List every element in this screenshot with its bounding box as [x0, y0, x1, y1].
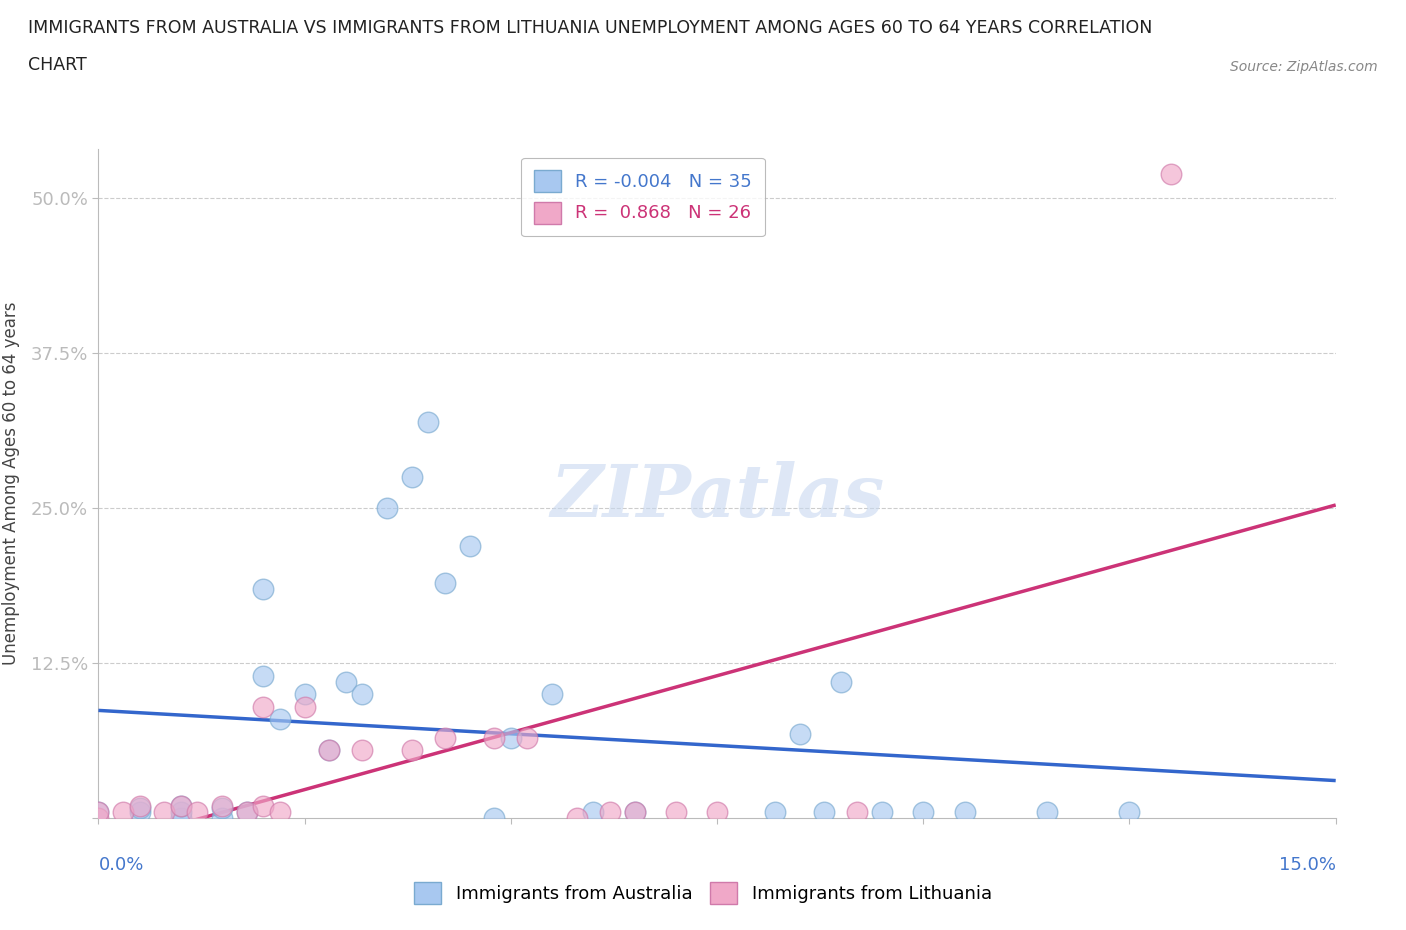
- Point: [1036, 804, 1059, 819]
- Point: [912, 804, 935, 819]
- Point: [335, 674, 357, 689]
- Point: [830, 674, 852, 689]
- Point: [112, 804, 135, 819]
- Point: [623, 804, 645, 819]
- Point: [352, 743, 374, 758]
- Legend: R = -0.004   N = 35, R =  0.868   N = 26: R = -0.004 N = 35, R = 0.868 N = 26: [522, 158, 765, 236]
- Point: [170, 804, 193, 819]
- Point: [1160, 166, 1182, 181]
- Point: [813, 804, 835, 819]
- Point: [211, 801, 233, 816]
- Point: [87, 804, 110, 819]
- Y-axis label: Unemployment Among Ages 60 to 64 years: Unemployment Among Ages 60 to 64 years: [1, 302, 20, 665]
- Point: [499, 730, 522, 745]
- Point: [318, 743, 340, 758]
- Point: [665, 804, 688, 819]
- Text: ZIPatlas: ZIPatlas: [550, 461, 884, 533]
- Point: [401, 743, 423, 758]
- Point: [211, 799, 233, 814]
- Text: Source: ZipAtlas.com: Source: ZipAtlas.com: [1230, 60, 1378, 74]
- Point: [352, 687, 374, 702]
- Point: [269, 804, 291, 819]
- Point: [582, 804, 605, 819]
- Point: [186, 804, 208, 819]
- Point: [484, 811, 506, 826]
- Text: 15.0%: 15.0%: [1278, 856, 1336, 873]
- Point: [236, 804, 259, 819]
- Point: [565, 811, 588, 826]
- Point: [484, 730, 506, 745]
- Point: [252, 699, 274, 714]
- Point: [763, 804, 786, 819]
- Point: [401, 470, 423, 485]
- Point: [170, 799, 193, 814]
- Text: CHART: CHART: [28, 56, 87, 73]
- Point: [870, 804, 893, 819]
- Point: [128, 801, 150, 816]
- Point: [170, 811, 193, 826]
- Point: [541, 687, 564, 702]
- Point: [706, 804, 728, 819]
- Point: [516, 730, 538, 745]
- Point: [170, 799, 193, 814]
- Point: [953, 804, 976, 819]
- Point: [1118, 804, 1140, 819]
- Point: [294, 687, 316, 702]
- Point: [294, 699, 316, 714]
- Point: [252, 669, 274, 684]
- Point: [599, 804, 621, 819]
- Point: [128, 804, 150, 819]
- Point: [87, 811, 110, 826]
- Point: [789, 726, 811, 741]
- Point: [375, 501, 398, 516]
- Point: [87, 804, 110, 819]
- Point: [433, 576, 456, 591]
- Point: [252, 581, 274, 596]
- Text: 0.0%: 0.0%: [98, 856, 143, 873]
- Point: [318, 743, 340, 758]
- Point: [433, 730, 456, 745]
- Text: IMMIGRANTS FROM AUSTRALIA VS IMMIGRANTS FROM LITHUANIA UNEMPLOYMENT AMONG AGES 6: IMMIGRANTS FROM AUSTRALIA VS IMMIGRANTS …: [28, 19, 1153, 36]
- Point: [128, 799, 150, 814]
- Legend: Immigrants from Australia, Immigrants from Lithuania: Immigrants from Australia, Immigrants fr…: [406, 875, 1000, 911]
- Point: [236, 804, 259, 819]
- Point: [418, 414, 440, 429]
- Point: [252, 799, 274, 814]
- Point: [846, 804, 869, 819]
- Point: [153, 804, 176, 819]
- Point: [211, 811, 233, 826]
- Point: [623, 804, 645, 819]
- Point: [458, 538, 481, 553]
- Point: [269, 711, 291, 726]
